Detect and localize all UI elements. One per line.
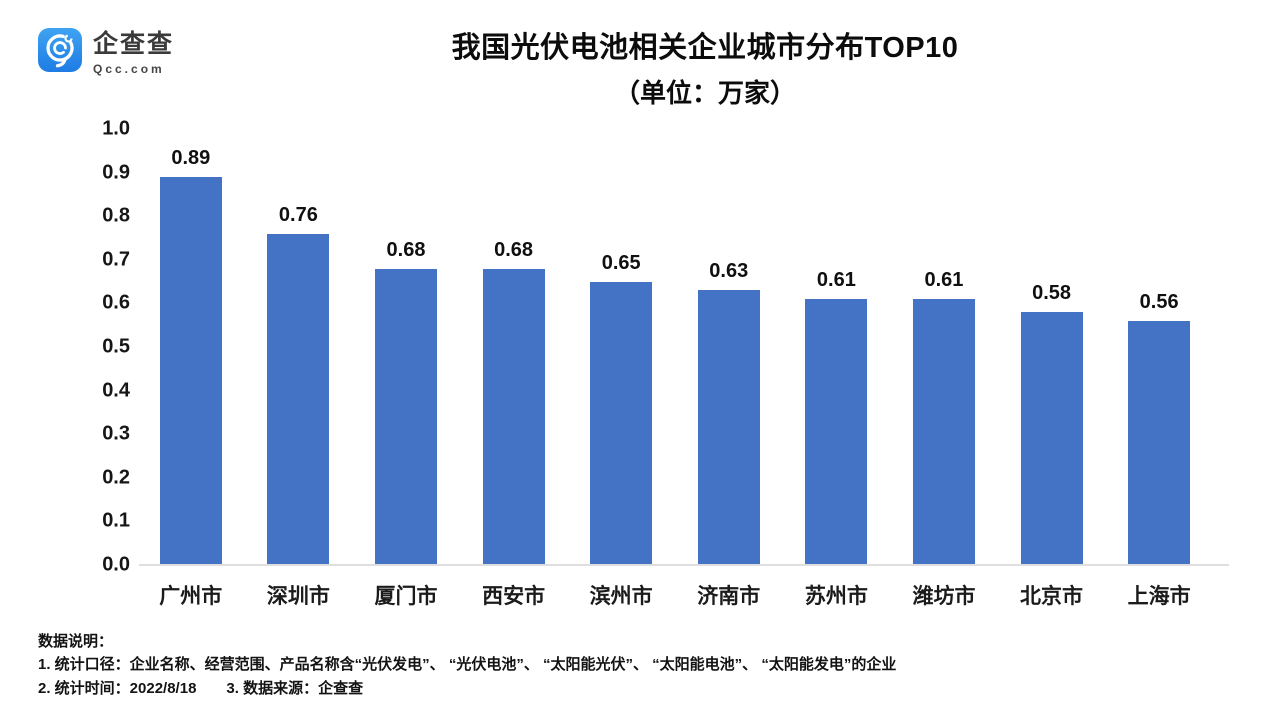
bar-group: 0.68 bbox=[460, 129, 568, 565]
bar bbox=[267, 233, 330, 565]
x-axis-label: 上海市 bbox=[1127, 585, 1191, 608]
y-axis-tick-label: 0.9 bbox=[102, 161, 130, 184]
y-axis-tick-label: 0.3 bbox=[102, 422, 130, 445]
x-axis-label: 北京市 bbox=[1020, 585, 1084, 608]
bar-value-label: 0.61 bbox=[816, 269, 856, 292]
bar bbox=[1020, 312, 1083, 565]
x-axis-label: 潍坊市 bbox=[912, 585, 976, 608]
qcc-logo: 企查查 Qcc.com bbox=[37, 27, 174, 78]
bar-group: 0.65 bbox=[567, 129, 675, 565]
x-axis-label: 厦门市 bbox=[374, 585, 438, 608]
bar bbox=[482, 268, 545, 565]
y-axis-tick-label: 0.4 bbox=[102, 379, 130, 402]
y-axis-tick-label: 0.1 bbox=[102, 509, 130, 532]
chart-subtitle: （单位：万家） bbox=[613, 78, 796, 108]
bars: 0.89 0.76 0.68 0.68 0.65 0.63 0.61 0.61 0.58 0.56 bbox=[137, 129, 1213, 565]
x-axis-label: 西安市 bbox=[482, 585, 546, 608]
y-axis-tick-label: 0.7 bbox=[102, 248, 130, 271]
bar bbox=[374, 268, 437, 565]
bar bbox=[159, 176, 222, 565]
bar-value-label: 0.68 bbox=[494, 238, 534, 261]
bar-value-label: 0.89 bbox=[171, 146, 211, 169]
data-notes: 数据说明： 1. 统计口径：企业名称、经营范围、产品名称含“光伏发电”、 “光伏… bbox=[38, 630, 896, 700]
bar-group: 0.61 bbox=[783, 129, 891, 565]
y-axis-tick-label: 0.8 bbox=[102, 204, 130, 227]
bar-value-label: 0.63 bbox=[709, 260, 749, 283]
bar-group: 0.68 bbox=[352, 129, 460, 565]
brand-domain: Qcc.com bbox=[93, 61, 165, 76]
x-axis-label: 滨州市 bbox=[589, 585, 653, 608]
y-axis-tick-label: 0.5 bbox=[102, 335, 130, 358]
data-notes-line2: 2. 统计时间：2022/8/18 3. 数据来源：企查查 bbox=[38, 677, 896, 700]
bar bbox=[590, 281, 653, 565]
brand-name: 企查查 bbox=[93, 30, 175, 58]
bar bbox=[1128, 320, 1191, 565]
x-axis-label: 广州市 bbox=[159, 585, 223, 608]
x-axis-label: 深圳市 bbox=[266, 585, 330, 608]
bar-value-label: 0.76 bbox=[278, 203, 318, 226]
bar-value-label: 0.61 bbox=[924, 269, 964, 292]
y-axis-tick-label: 0.2 bbox=[102, 466, 130, 489]
data-notes-line1: 1. 统计口径：企业名称、经营范围、产品名称含“光伏发电”、 “光伏电池”、 “… bbox=[38, 656, 897, 674]
x-axis-label: 济南市 bbox=[697, 585, 761, 608]
bar bbox=[805, 299, 868, 565]
x-axis-labels: 广州市 深圳市 厦门市 西安市 滨州市 济南市 苏州市 潍坊市 北京市 上海市 bbox=[137, 580, 1213, 610]
y-axis-tick-label: 0.0 bbox=[102, 553, 130, 576]
y-axis: 1.0 0.9 0.8 0.7 0.6 0.5 0.4 0.3 0.2 0.1 0.0 bbox=[50, 118, 130, 576]
bar-group: 0.76 bbox=[245, 129, 353, 565]
x-axis-baseline bbox=[139, 564, 1229, 566]
data-notes-note3: 3. 数据来源：企查查 bbox=[226, 679, 364, 697]
bar bbox=[912, 299, 975, 565]
bar-group: 0.89 bbox=[137, 129, 245, 565]
qcc-logo-icon bbox=[37, 27, 83, 78]
chart-header: 我国光伏电池相关企业城市分布TOP10 （单位：万家） bbox=[160, 24, 1250, 110]
bar-group: 0.58 bbox=[998, 129, 1106, 565]
bar-group: 0.63 bbox=[675, 129, 783, 565]
data-notes-heading: 数据说明： bbox=[38, 633, 114, 650]
chart-title: 我国光伏电池相关企业城市分布TOP10 bbox=[451, 32, 959, 64]
bar-value-label: 0.68 bbox=[386, 238, 426, 261]
bar-group: 0.56 bbox=[1105, 129, 1213, 565]
bar-value-label: 0.58 bbox=[1032, 282, 1072, 305]
x-axis-label: 苏州市 bbox=[804, 585, 868, 608]
bar bbox=[697, 290, 760, 565]
bar-group: 0.61 bbox=[890, 129, 998, 565]
y-axis-tick-label: 0.6 bbox=[102, 291, 130, 314]
bar-value-label: 0.65 bbox=[601, 251, 641, 274]
qcc-logo-text: 企查查 Qcc.com bbox=[93, 27, 174, 76]
bar-value-label: 0.56 bbox=[1139, 290, 1179, 313]
data-notes-note2: 2. 统计时间：2022/8/18 bbox=[38, 679, 197, 697]
y-axis-tick-label: 1.0 bbox=[102, 117, 130, 140]
